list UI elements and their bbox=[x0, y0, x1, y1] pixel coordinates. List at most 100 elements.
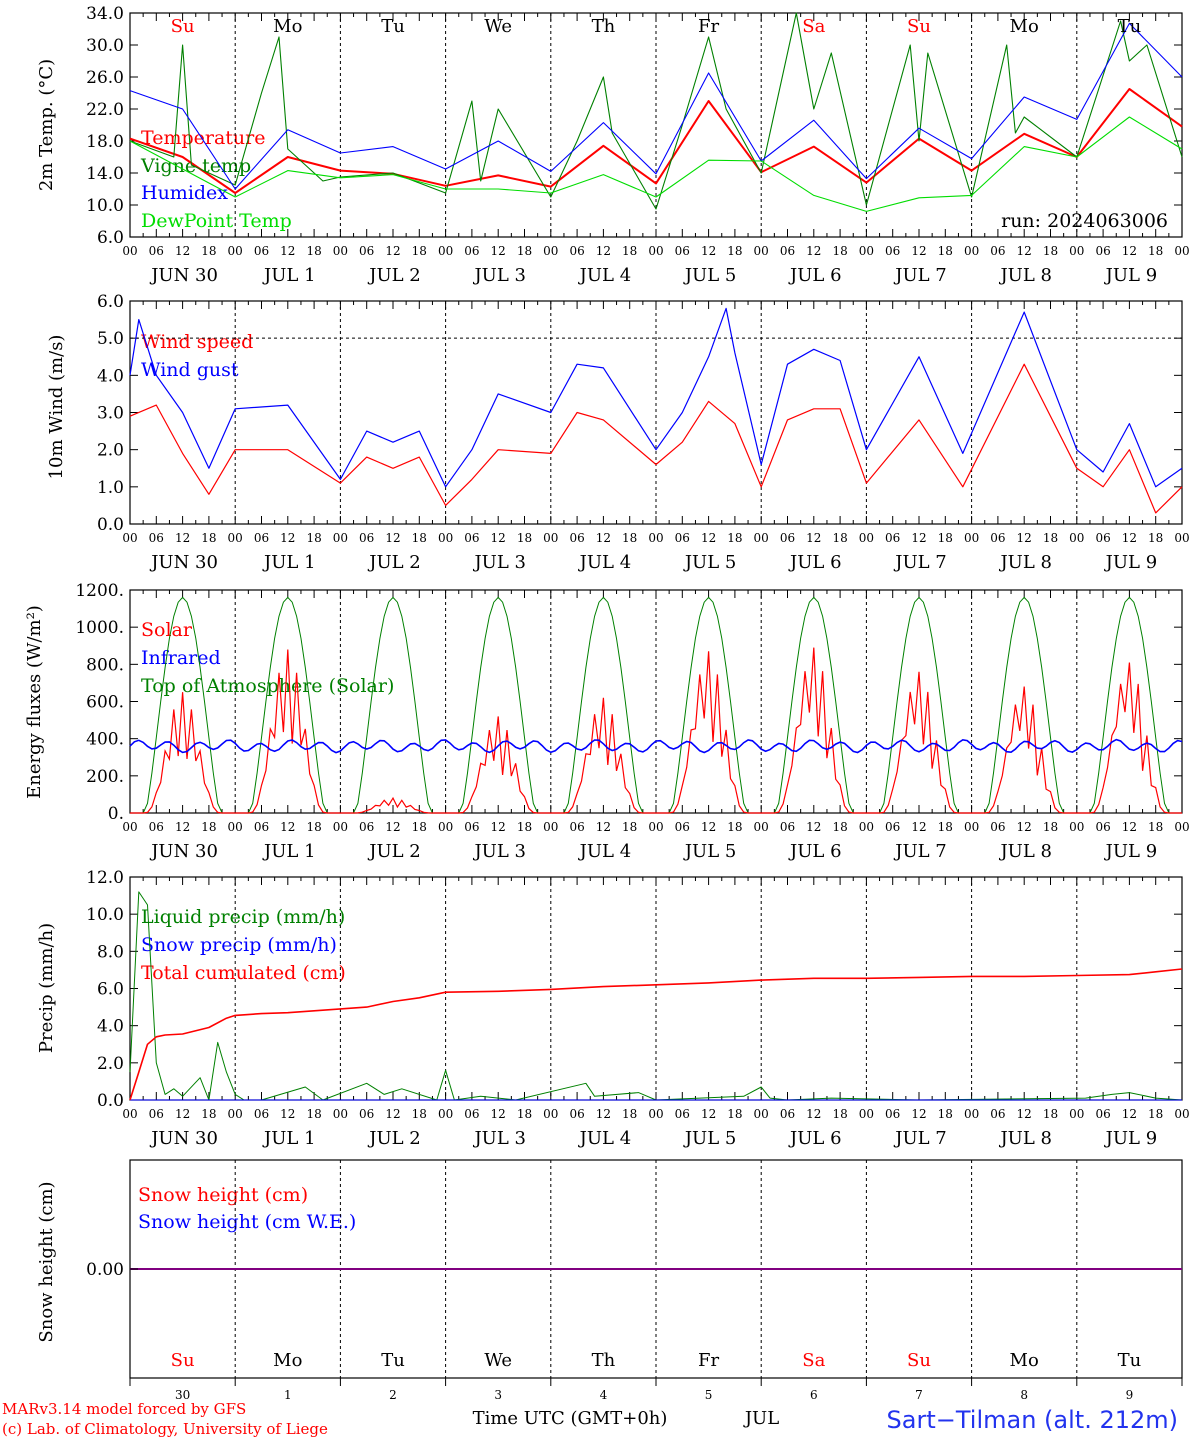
hour-tick-label: 06 bbox=[359, 1107, 374, 1121]
hour-tick-label: 18 bbox=[832, 244, 847, 258]
day-number: 5 bbox=[705, 1388, 713, 1402]
hour-tick-label: 18 bbox=[517, 820, 532, 834]
date-label: JUL 3 bbox=[472, 841, 526, 862]
hour-tick-label: 06 bbox=[149, 244, 164, 258]
day-number: 9 bbox=[1126, 1388, 1134, 1402]
snow-y-label: Snow height (cm) bbox=[36, 1181, 57, 1342]
hour-tick-label: 12 bbox=[1122, 531, 1137, 545]
day-name-top: Mo bbox=[273, 16, 302, 37]
hour-tick-label: 00 bbox=[228, 820, 243, 834]
date-label: JUL 9 bbox=[1104, 552, 1158, 573]
series-dewpoint-temp bbox=[129, 116, 1183, 212]
snow-panel: Snow height (cm) Snow height (cm) Snow h… bbox=[36, 1159, 1183, 1402]
hour-tick-label: 12 bbox=[701, 244, 716, 258]
hour-tick-label: 06 bbox=[464, 1107, 479, 1121]
hour-tick-label: 06 bbox=[780, 1107, 795, 1121]
legend-snow-height-we: Snow height (cm W.E.) bbox=[138, 1211, 356, 1233]
hour-tick-label: 06 bbox=[149, 531, 164, 545]
hour-tick-label: 12 bbox=[175, 1107, 190, 1121]
hour-tick-label: 18 bbox=[306, 531, 321, 545]
legend-total-cumulated: Total cumulated (cm) bbox=[141, 962, 346, 984]
hour-tick-label: 06 bbox=[569, 820, 584, 834]
hour-tick-label: 06 bbox=[254, 531, 269, 545]
hour-tick-label: 12 bbox=[1122, 244, 1137, 258]
y-tick-label: 0.00 bbox=[86, 1260, 124, 1280]
hour-tick-label: 06 bbox=[990, 1107, 1005, 1121]
hour-tick-label: 06 bbox=[1095, 244, 1110, 258]
day-number: 3 bbox=[494, 1388, 502, 1402]
panel-frame-2: 00 06 12 18 JUN 30 00 06 12 18 JUL 1 00 06 12 18 JUL 2… bbox=[75, 581, 1189, 862]
hour-tick-label: 00 bbox=[754, 531, 769, 545]
day-name-bottom: Su bbox=[907, 1350, 931, 1371]
y-tick-label: 8.0 bbox=[97, 942, 124, 962]
hour-tick-label: 00 bbox=[543, 820, 558, 834]
hour-tick-label: 12 bbox=[1122, 820, 1137, 834]
y-tick-label: 400. bbox=[86, 730, 124, 750]
date-label: JUN 30 bbox=[149, 841, 218, 862]
hour-tick-label: 06 bbox=[464, 820, 479, 834]
hour-tick-label: 18 bbox=[727, 820, 742, 834]
hour-tick-label: 18 bbox=[517, 531, 532, 545]
hour-tick-label: 06 bbox=[1095, 820, 1110, 834]
hour-tick-label: 06 bbox=[254, 1107, 269, 1121]
hour-tick-label: 18 bbox=[1043, 820, 1058, 834]
hour-tick-label: 18 bbox=[727, 244, 742, 258]
station-name: Sart−Tilman (alt. 212m) bbox=[887, 1406, 1178, 1434]
date-label: JUL 8 bbox=[998, 265, 1052, 286]
wind-legend: Wind speed Wind gust bbox=[141, 331, 253, 381]
hour-tick-label: 00 bbox=[859, 1107, 874, 1121]
hour-tick-label: 12 bbox=[701, 531, 716, 545]
hour-tick-label: 00 bbox=[859, 531, 874, 545]
y-tick-label: 200. bbox=[86, 767, 124, 787]
day-number: 1 bbox=[284, 1388, 292, 1402]
y-tick-label: 4.0 bbox=[97, 1017, 124, 1037]
date-label: JUL 8 bbox=[998, 1128, 1052, 1149]
y-tick-label: 600. bbox=[86, 693, 124, 713]
hour-tick-label: 06 bbox=[885, 531, 900, 545]
hour-tick-label: 12 bbox=[1017, 820, 1032, 834]
series-total-cumulated bbox=[129, 968, 1183, 1101]
hour-tick-label: 06 bbox=[675, 820, 690, 834]
hour-tick-label: 12 bbox=[806, 244, 821, 258]
y-tick-label: 3.0 bbox=[97, 404, 124, 424]
day-name-top: Tu bbox=[381, 16, 405, 37]
date-label: JUL 8 bbox=[998, 552, 1052, 573]
panel-frame-0: 00 06 12 18 JUN 30 00 06 12 18 JUL 1 00 06 12 18 JUL 2… bbox=[86, 4, 1190, 286]
hour-tick-label: 12 bbox=[806, 531, 821, 545]
hour-tick-label: 12 bbox=[175, 244, 190, 258]
energy-y-label: Energy fluxes (W/m²) bbox=[24, 605, 45, 799]
hour-tick-label: 12 bbox=[1017, 1107, 1032, 1121]
day-name-bottom: Tu bbox=[1118, 1350, 1142, 1371]
y-tick-label: 800. bbox=[86, 655, 124, 675]
hour-tick-label: 18 bbox=[832, 531, 847, 545]
hour-tick-label: 18 bbox=[1043, 1107, 1058, 1121]
hour-tick-label: 18 bbox=[517, 1107, 532, 1121]
hour-tick-label: 12 bbox=[385, 531, 400, 545]
date-label: JUL 9 bbox=[1104, 1128, 1158, 1149]
hour-tick-label: 12 bbox=[1122, 1107, 1137, 1121]
date-label: JUL 1 bbox=[262, 841, 316, 862]
hour-tick-label: 18 bbox=[412, 1107, 427, 1121]
hour-tick-label: 00 bbox=[754, 1107, 769, 1121]
date-label: JUL 5 bbox=[683, 1128, 737, 1149]
day-number: 30 bbox=[175, 1388, 190, 1402]
hour-tick-label: 18 bbox=[201, 531, 216, 545]
hour-tick-label: 00 bbox=[122, 531, 137, 545]
hour-tick-label: 00 bbox=[648, 820, 663, 834]
hour-tick-label: 00 bbox=[964, 1107, 979, 1121]
y-tick-label: 6.0 bbox=[97, 292, 124, 312]
legend-snow-precip: Snow precip (mm/h) bbox=[141, 934, 337, 956]
hour-tick-label: 00 bbox=[1069, 531, 1084, 545]
date-label: JUL 6 bbox=[788, 1128, 842, 1149]
hour-tick-label: 18 bbox=[622, 244, 637, 258]
hour-tick-label: 00 bbox=[859, 820, 874, 834]
date-label: JUL 9 bbox=[1104, 841, 1158, 862]
y-tick-label: 1200. bbox=[75, 581, 124, 601]
hour-tick-label: 06 bbox=[885, 1107, 900, 1121]
hour-tick-label: 00 bbox=[333, 820, 348, 834]
hour-tick-label: 00 bbox=[228, 244, 243, 258]
hour-tick-label: 18 bbox=[622, 531, 637, 545]
legend-humidex: Humidex bbox=[141, 182, 228, 204]
hour-tick-label: 06 bbox=[885, 820, 900, 834]
day-number: 7 bbox=[915, 1388, 923, 1402]
